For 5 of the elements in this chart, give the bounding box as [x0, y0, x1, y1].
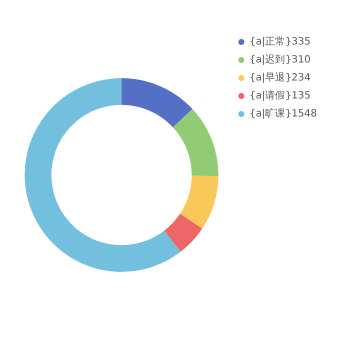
legend-label: {a|旷课}1548 — [249, 108, 317, 120]
legend-label: {a|正常}335 — [249, 36, 311, 48]
legend-label: {a|迟到}310 — [249, 54, 311, 66]
legend-label: {a|早退}234 — [249, 72, 311, 84]
legend-label: {a|请假}135 — [249, 90, 311, 102]
